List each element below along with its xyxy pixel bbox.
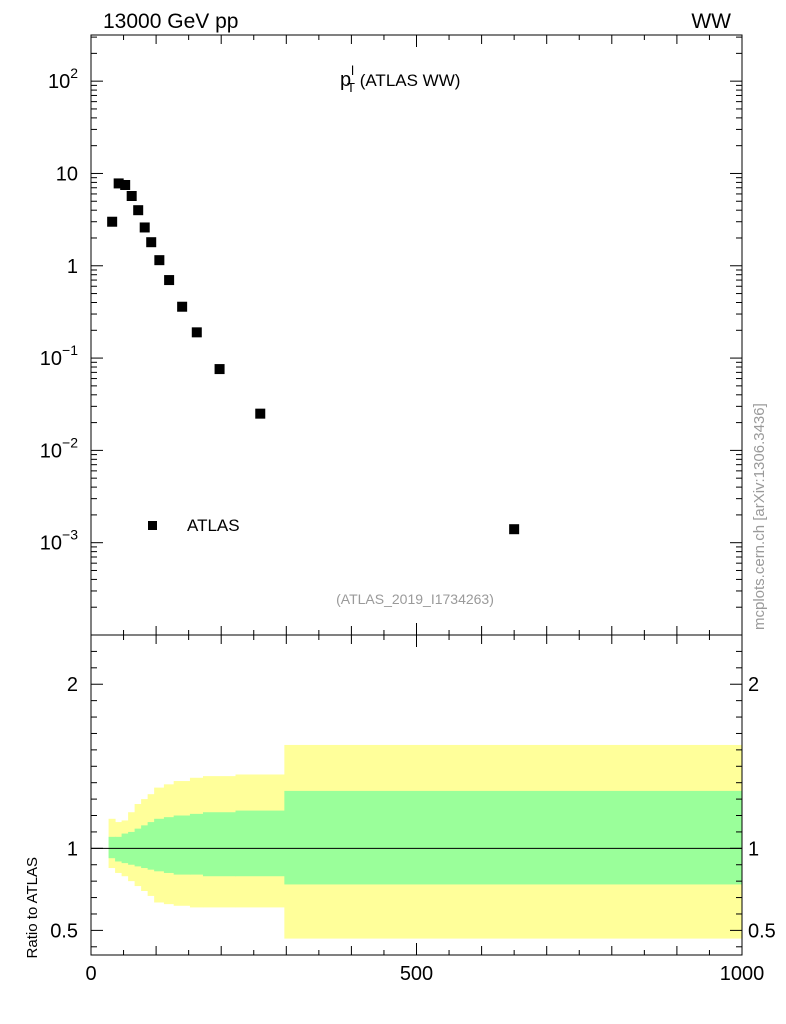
title-rest: (ATLAS WW): [355, 71, 460, 90]
inner-band-bin: [284, 790, 743, 885]
data-point: [133, 205, 144, 216]
data-point: [214, 364, 225, 375]
inner-band-bin: [141, 825, 149, 869]
atlas-data-points: [107, 178, 520, 535]
y-tick-label: 10−2: [40, 434, 78, 462]
inner-band-bin: [189, 813, 204, 875]
inner-band-bin: [202, 812, 237, 877]
ratio-frame: [90, 634, 743, 956]
y-tick-label: 102: [48, 65, 78, 93]
x-tick-label: 0: [85, 963, 96, 985]
data-point: [139, 222, 150, 233]
analysis-label: (ATLAS_2019_I1734263): [336, 591, 494, 607]
side-label: mcplots.cern.ch [arXiv:1306.3436]: [751, 403, 768, 630]
title-main: p: [340, 69, 351, 91]
x-tick-label: 1000: [720, 963, 765, 985]
y-tick-label-exponent: −1: [62, 342, 78, 358]
ratio-y-tick-label-right: 1: [748, 838, 759, 860]
data-point: [164, 275, 175, 286]
ratio-y-tick-label-right: 0.5: [748, 920, 776, 942]
inner-band-bin: [235, 810, 285, 877]
y-tick-label-base: 10: [56, 163, 78, 185]
data-point: [126, 190, 137, 201]
y-tick-label-base: 10: [48, 71, 70, 93]
title-superscript: l: [351, 63, 354, 78]
data-point: [255, 408, 266, 419]
inner-band-bin: [108, 836, 116, 859]
inner-band-bin: [154, 818, 165, 872]
y-tick-label-base: 10: [40, 440, 62, 462]
data-point: [191, 327, 202, 338]
main-frame: [90, 34, 743, 636]
process-label: WW: [691, 10, 731, 33]
ratio-tick-labels: 0.5 0.5 1 1 2 2 0 500 1000: [50, 674, 776, 985]
y-tick-label-base: 10: [40, 348, 62, 370]
title-subscript: T: [347, 80, 355, 95]
data-point: [177, 301, 188, 312]
inner-band-bin: [115, 836, 123, 862]
ratio-y-tick-label-left: 1: [67, 838, 78, 860]
inner-band-bin: [163, 817, 175, 873]
ratio-y-tick-label-left: 0.5: [50, 920, 78, 942]
data-point: [146, 237, 157, 248]
ratio-y-axis-label: Ratio to ATLAS: [24, 857, 41, 958]
data-point: [154, 255, 165, 266]
ratio-y-tick-label-left: 2: [67, 674, 78, 696]
y-tick-label: 10−3: [40, 527, 78, 555]
inner-band-bin: [134, 828, 142, 867]
y-tick-label-base: 10: [40, 533, 62, 555]
data-point: [509, 524, 520, 535]
y-tick-label-exponent: −3: [62, 527, 78, 543]
main-y-ticks: [90, 35, 743, 636]
y-tick-label-base: 1: [67, 256, 78, 278]
y-tick-label: 10−1: [40, 342, 78, 370]
x-tick-label: 500: [400, 963, 433, 985]
y-tick-label-exponent: −2: [62, 434, 78, 450]
legend-label: ATLAS: [187, 516, 240, 535]
energy-label: 13000 GeV pp: [103, 10, 238, 33]
ratio-y-tick-label-right: 2: [748, 674, 759, 696]
data-point: [120, 179, 131, 190]
data-point: [113, 178, 124, 189]
y-tick-label: 1: [67, 256, 78, 278]
data-point: [107, 216, 118, 227]
inner-band-bin: [147, 822, 155, 870]
y-tick-label: 10: [56, 163, 78, 185]
y-tick-label-exponent: 2: [70, 65, 78, 81]
ratio-uncertainty-bands: [108, 744, 743, 939]
panel-title: pl T (ATLAS WW): [340, 63, 460, 95]
legend-marker: [148, 521, 157, 530]
inner-band-bin: [173, 815, 191, 875]
